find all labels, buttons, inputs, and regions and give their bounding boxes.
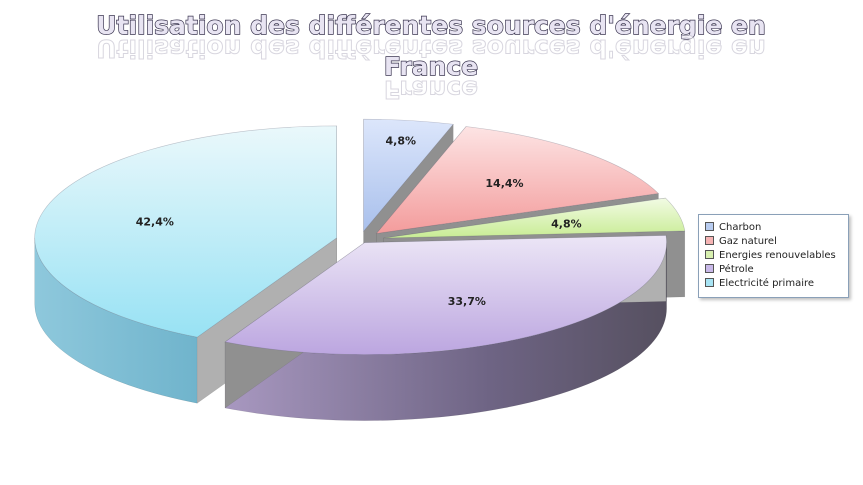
- pie-data-labels: 4,8% 14,4% 4,8% 33,7% 42,4%: [136, 134, 582, 307]
- data-label-energies-renouvelables: 4,8%: [551, 217, 582, 230]
- chart-title-reflection-line1: Utilisation des différentes sources d'én…: [96, 34, 766, 63]
- legend-label: Electricité primaire: [719, 278, 815, 289]
- pie-slice-top-energies-renouvelables: [383, 197, 686, 239]
- legend-item-electricite-primaire: Electricité primaire: [705, 277, 814, 291]
- legend-item-gaz-naturel: Gaz naturel: [705, 235, 777, 249]
- legend-swatch-petrole: [705, 263, 714, 273]
- data-label-electricite-primaire: 42,4%: [136, 215, 174, 228]
- pie-slice-top-electricite-primaire: [34, 125, 337, 338]
- pie-slices: [34, 118, 686, 421]
- legend: Charbon Gaz naturel Energies renouvelabl…: [698, 214, 849, 298]
- chart-title-line2: France: [384, 52, 478, 81]
- legend-label: Charbon: [719, 222, 762, 233]
- legend-label: Gaz naturel: [719, 236, 777, 247]
- legend-swatch-gaz-naturel: [705, 235, 714, 245]
- legend-label: Energies renouvelables: [719, 250, 836, 261]
- pie-slice-petrole: [224, 235, 667, 421]
- pie-slice-top-gaz-naturel: [375, 126, 660, 234]
- legend-item-petrole: Pétrole: [705, 263, 754, 277]
- data-label-petrole: 33,7%: [448, 295, 486, 308]
- legend-swatch-energies-renouvelables: [705, 249, 714, 259]
- legend-item-charbon: Charbon: [705, 221, 761, 235]
- data-label-gaz-naturel: 14,4%: [485, 177, 523, 190]
- legend-label: Pétrole: [719, 264, 754, 275]
- data-label-charbon: 4,8%: [386, 134, 417, 147]
- chart-title-line1: Utilisation des différentes sources d'én…: [96, 11, 766, 40]
- legend-item-energies-renouvelables: Energies renouvelables: [705, 249, 836, 263]
- legend-swatch-electricite-primaire: [705, 277, 714, 287]
- pie-slice-top-charbon: [363, 118, 454, 233]
- chart-title-reflection-line2: France: [384, 75, 478, 104]
- pie-slice-top-petrole: [224, 235, 667, 355]
- legend-swatch-charbon: [705, 221, 714, 231]
